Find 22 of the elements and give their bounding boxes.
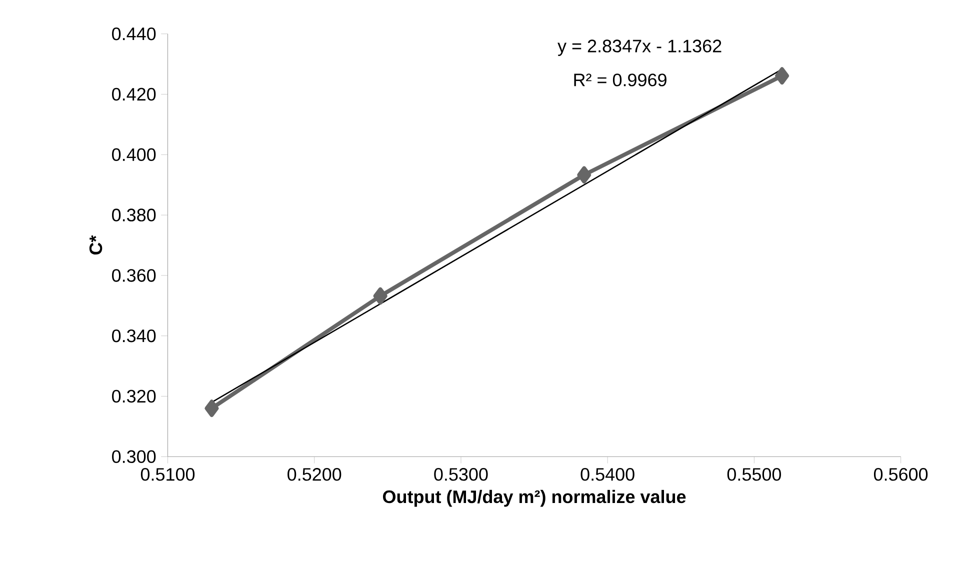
- y-tick-label: 0.360: [112, 269, 156, 282]
- point: [775, 67, 790, 85]
- x-tick-label: 0.5200: [288, 468, 342, 481]
- y-tick-label: 0.420: [112, 88, 156, 101]
- point: [577, 166, 592, 184]
- y-axis-title: C*: [89, 235, 102, 255]
- x-tick-label: 0.5400: [580, 468, 634, 481]
- point: [373, 287, 388, 305]
- x-axis-title: Output (MJ/day m²) normalize value: [382, 490, 686, 507]
- y-tick-label: 0.340: [112, 329, 156, 342]
- y-tick-label: 0.440: [112, 27, 156, 40]
- y-tick-label: 0.320: [112, 390, 156, 403]
- y-tick-label: 0.300: [112, 450, 156, 464]
- annotation: y = 2.8347x - 1.1362: [558, 40, 722, 56]
- annotation: R² = 0.9969: [574, 74, 666, 86]
- y-tick-label: 0.400: [112, 148, 156, 162]
- point: [204, 400, 219, 417]
- x-tick-label: 0.5100: [140, 468, 195, 481]
- x-tick-label: 0.5500: [727, 468, 781, 481]
- y-tick-label: 0.380: [112, 208, 156, 222]
- x-tick-label: 0.5300: [434, 468, 488, 481]
- x-tick-label: 0.5600: [874, 468, 928, 481]
